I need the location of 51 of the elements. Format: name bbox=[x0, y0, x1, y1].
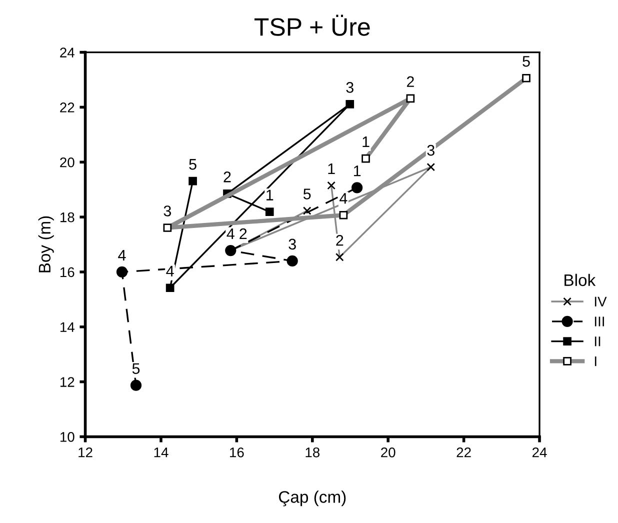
chart-title: TSP + Üre bbox=[254, 14, 370, 36]
point bbox=[188, 176, 197, 186]
x-tick-label: 24 bbox=[532, 447, 547, 458]
x-tick-label: 16 bbox=[230, 447, 244, 458]
annotation: 5 bbox=[522, 56, 530, 67]
annotation: 4 bbox=[118, 250, 126, 260]
y-axis-title: Boy (m) bbox=[38, 216, 54, 272]
annotation: 3 bbox=[164, 206, 171, 216]
legend-label: II bbox=[594, 336, 600, 346]
annotation: 5 bbox=[303, 188, 311, 200]
legend-label: III bbox=[594, 316, 604, 326]
annotation: 1 bbox=[328, 163, 335, 174]
annotation: 1 bbox=[354, 166, 361, 176]
x-axis-title: Çap (cm) bbox=[278, 490, 346, 506]
point bbox=[166, 284, 174, 292]
y-tick-label: 20 bbox=[60, 157, 74, 168]
x-tick-label: 22 bbox=[456, 447, 471, 458]
y-tick-label: 10 bbox=[60, 432, 74, 442]
annotation: 2 bbox=[336, 234, 344, 246]
annotation: 3 bbox=[288, 238, 296, 250]
annotation: 5 bbox=[132, 363, 140, 374]
legend-title: Blok bbox=[564, 274, 596, 286]
point bbox=[116, 266, 128, 278]
annotation: 4 bbox=[226, 228, 234, 240]
annotation: 1 bbox=[266, 190, 274, 200]
x-tick-label: 20 bbox=[381, 447, 396, 458]
annotation: 3 bbox=[346, 82, 354, 93]
annotation: 3 bbox=[427, 144, 434, 156]
point bbox=[130, 380, 142, 391]
y-tick-label: 14 bbox=[60, 322, 74, 332]
point bbox=[286, 255, 298, 267]
annotation: 2 bbox=[240, 228, 247, 240]
point bbox=[265, 208, 274, 216]
point bbox=[352, 182, 363, 194]
x-tick-label: 18 bbox=[306, 447, 320, 458]
annotation: 2 bbox=[406, 76, 414, 87]
annotation: 4 bbox=[166, 266, 174, 276]
y-tick-label: 16 bbox=[60, 267, 74, 278]
x-tick-label: 14 bbox=[154, 448, 168, 458]
y-tick-label: 22 bbox=[60, 102, 74, 112]
annotation: 1 bbox=[362, 136, 370, 148]
legend-label: IV bbox=[594, 296, 607, 306]
point bbox=[346, 100, 354, 108]
y-tick-label: 12 bbox=[60, 377, 74, 387]
y-tick-label: 18 bbox=[60, 212, 74, 222]
x-tick-label: 12 bbox=[78, 447, 92, 458]
annotation: 5 bbox=[189, 159, 196, 170]
legend-label: I bbox=[594, 356, 596, 366]
y-tick-label: 24 bbox=[60, 48, 74, 58]
annotation: 4 bbox=[340, 193, 348, 204]
annotation: 2 bbox=[224, 172, 231, 182]
